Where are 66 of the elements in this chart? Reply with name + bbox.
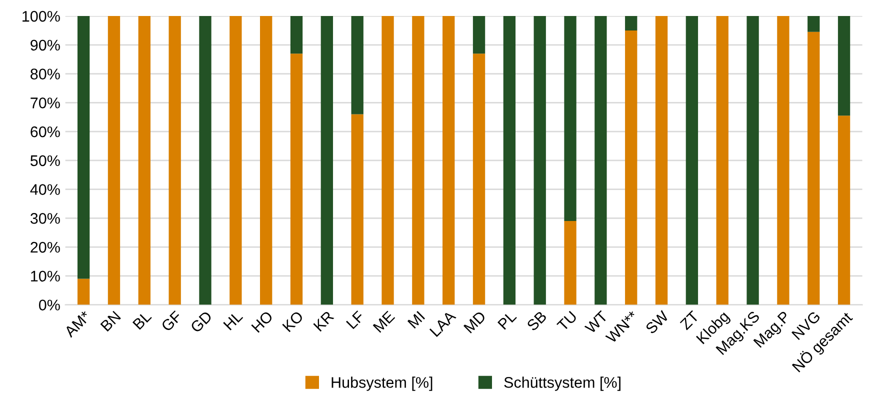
bar xyxy=(77,278,90,305)
bar xyxy=(686,16,698,305)
bar xyxy=(777,16,790,305)
x-tick-label: SW xyxy=(644,310,670,334)
y-tick-label: 70% xyxy=(30,98,60,108)
x-tick-label: MD xyxy=(464,310,486,334)
bar xyxy=(838,16,850,116)
y-tick-label: 90% xyxy=(30,40,60,51)
bar xyxy=(290,16,303,54)
bar xyxy=(503,16,516,305)
bar xyxy=(351,114,364,305)
y-tick-label: 40% xyxy=(30,184,60,195)
bar xyxy=(594,16,607,305)
y-tick-label: 100% xyxy=(22,10,60,22)
bar xyxy=(808,32,820,305)
bar xyxy=(716,16,728,305)
bar xyxy=(625,16,638,30)
bar xyxy=(260,16,272,305)
bar xyxy=(564,221,576,305)
x-tick-label: LF xyxy=(346,310,365,330)
bar xyxy=(808,16,820,32)
x-tick-label: SB xyxy=(526,310,548,332)
x-tick-label: HO xyxy=(251,310,274,333)
legend-label: Schüttsystem [%] xyxy=(504,376,620,391)
y-tick-label: 60% xyxy=(30,126,60,138)
y-tick-label: 0% xyxy=(38,300,60,310)
x-tick-label: MI xyxy=(407,311,426,329)
bar xyxy=(168,16,181,305)
bar xyxy=(382,16,394,305)
bar xyxy=(655,16,668,305)
x-tick-label: KR xyxy=(313,310,334,332)
bar xyxy=(230,16,242,305)
bar xyxy=(351,16,364,114)
bar xyxy=(108,16,120,305)
x-tick-label: WT xyxy=(584,310,608,334)
bar xyxy=(320,16,334,305)
bar xyxy=(534,16,546,305)
y-tick-label: 50% xyxy=(30,155,60,166)
x-tick-label: GF xyxy=(160,310,182,332)
bar xyxy=(199,16,212,305)
bar xyxy=(412,16,424,305)
bar xyxy=(472,16,486,54)
y-tick-label: 80% xyxy=(30,68,60,80)
y-tick-label: 20% xyxy=(30,242,60,253)
bar xyxy=(625,30,638,305)
x-tick-label: PL xyxy=(498,310,517,330)
bar xyxy=(838,116,850,305)
legend-label: Hubsystem [%] xyxy=(332,376,432,391)
x-tick-label: LAA xyxy=(429,310,456,337)
bar xyxy=(472,54,486,305)
bar xyxy=(290,54,303,305)
x-tick-label: ZT xyxy=(679,310,700,330)
x-tick-label: KO xyxy=(282,310,304,332)
x-tick-label: BN xyxy=(100,310,121,332)
x-tick-label: GD xyxy=(190,310,213,334)
bar xyxy=(77,16,90,279)
x-tick-label: BL xyxy=(132,310,152,330)
bar xyxy=(442,16,455,305)
y-tick-label: 30% xyxy=(30,213,60,224)
x-tick-label: HL xyxy=(223,310,244,330)
x-tick-label: TU xyxy=(556,310,578,332)
bar xyxy=(564,16,576,222)
bar xyxy=(746,16,759,305)
y-tick-label: 10% xyxy=(31,270,60,282)
x-tick-label: ME xyxy=(372,310,396,333)
bar xyxy=(138,16,150,305)
